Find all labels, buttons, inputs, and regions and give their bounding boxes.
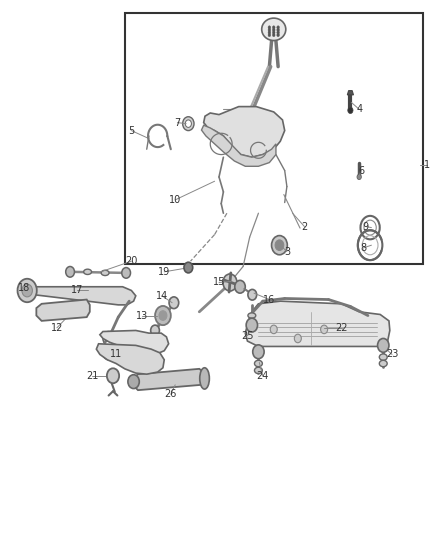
Circle shape [268,26,271,29]
Text: 10: 10 [169,195,181,205]
Circle shape [133,337,138,343]
Circle shape [277,26,279,29]
Ellipse shape [254,367,262,374]
Circle shape [103,332,114,345]
Circle shape [223,274,237,291]
Text: 21: 21 [86,371,98,381]
Ellipse shape [84,269,92,274]
Bar [125,13,423,264]
Circle shape [131,354,136,360]
Ellipse shape [379,354,387,360]
Polygon shape [245,301,390,346]
Circle shape [277,34,279,37]
Circle shape [18,279,37,302]
Circle shape [357,174,361,180]
Circle shape [378,338,389,352]
Circle shape [106,335,111,342]
Circle shape [128,350,139,364]
Circle shape [235,280,245,293]
Text: 17: 17 [71,286,83,295]
Circle shape [183,117,194,131]
Circle shape [154,339,159,345]
Circle shape [64,304,74,317]
Polygon shape [201,125,276,166]
Circle shape [22,284,32,297]
Polygon shape [204,107,285,157]
Polygon shape [26,287,136,305]
Text: 22: 22 [336,323,348,333]
Text: 6: 6 [358,166,364,175]
Circle shape [272,26,275,29]
Text: 2: 2 [301,222,307,231]
Polygon shape [96,344,164,374]
Text: 14: 14 [156,291,168,301]
Circle shape [153,358,158,364]
Text: 26: 26 [165,390,177,399]
Text: 3: 3 [284,247,290,256]
Ellipse shape [248,313,256,318]
Circle shape [268,28,271,31]
Circle shape [268,34,271,37]
Polygon shape [132,369,206,390]
Text: 1: 1 [424,160,430,170]
Text: 16: 16 [263,295,276,304]
Circle shape [270,325,277,334]
Circle shape [184,262,193,273]
Circle shape [275,240,284,251]
Ellipse shape [261,18,286,41]
Circle shape [169,297,179,309]
Text: 20: 20 [125,256,138,266]
Text: 5: 5 [128,126,134,135]
Circle shape [294,334,301,343]
Polygon shape [36,300,90,321]
Circle shape [246,318,258,332]
Text: 23: 23 [386,350,398,359]
Circle shape [150,354,161,368]
Text: 11: 11 [110,350,122,359]
Circle shape [72,302,84,317]
Text: 9: 9 [363,222,369,231]
Circle shape [248,289,257,300]
Circle shape [268,31,271,34]
Text: 8: 8 [360,243,367,253]
Circle shape [128,375,139,389]
Circle shape [159,311,167,320]
Circle shape [155,306,171,325]
Text: 25: 25 [241,331,254,341]
Circle shape [348,107,353,114]
Text: 4: 4 [356,104,362,114]
Circle shape [277,28,279,31]
Ellipse shape [101,270,109,276]
Text: 15: 15 [213,278,225,287]
Circle shape [107,368,119,383]
Circle shape [277,31,279,34]
Circle shape [321,325,328,334]
Circle shape [185,120,191,127]
Circle shape [66,266,74,277]
Ellipse shape [200,368,209,389]
Circle shape [151,325,159,336]
Text: 19: 19 [158,267,170,277]
Circle shape [272,34,275,37]
Circle shape [122,268,131,278]
Circle shape [272,236,287,255]
Ellipse shape [254,360,262,367]
Ellipse shape [379,360,387,367]
Text: 7: 7 [174,118,180,127]
Circle shape [103,346,114,360]
Text: 18: 18 [18,283,30,293]
Circle shape [151,335,162,349]
Text: 13: 13 [136,311,148,320]
Text: 24: 24 [257,371,269,381]
Text: 12: 12 [51,323,63,333]
Circle shape [130,333,141,347]
Circle shape [253,345,264,359]
Circle shape [106,350,111,356]
Circle shape [272,31,275,34]
Polygon shape [347,91,353,95]
Circle shape [272,28,275,31]
Polygon shape [100,330,169,354]
